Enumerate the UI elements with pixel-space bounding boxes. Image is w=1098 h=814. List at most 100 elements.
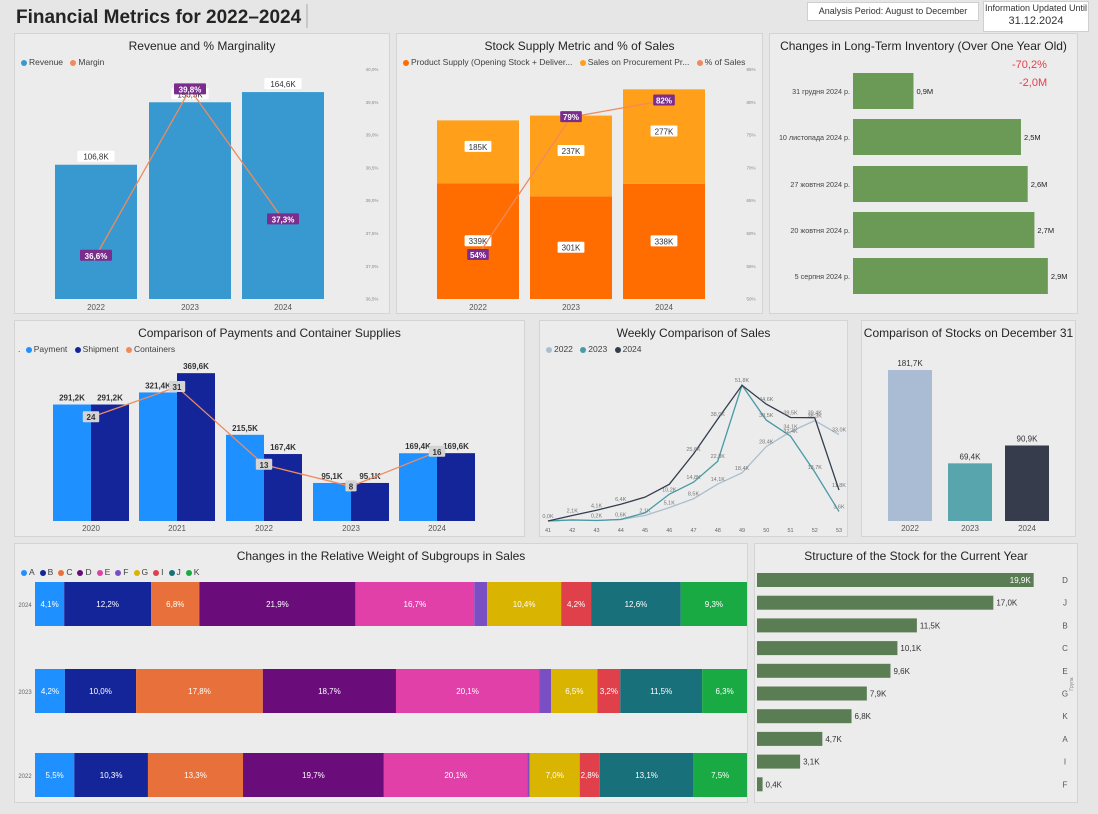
- legend-dot: [168, 569, 175, 576]
- payment-bar: [139, 392, 177, 521]
- weekly-value-label: 18,7K: [808, 465, 823, 471]
- segment-label: 9,3%: [705, 600, 723, 609]
- legend-label: Payment: [33, 344, 68, 354]
- stock-value-label: 90,9K: [1017, 434, 1039, 443]
- structure-value-label: 0,4K: [766, 780, 783, 789]
- weekly-value-label: 34,1K: [783, 425, 798, 431]
- payment-value-label-bg: [139, 379, 177, 391]
- legend-label: Containers: [133, 344, 176, 354]
- segment-J: [620, 669, 703, 713]
- y2-tick-label: 50%: [746, 297, 755, 302]
- structure-value-label: 4,7K: [825, 735, 842, 744]
- revenue-value-label-bg: [77, 150, 115, 162]
- legend-label: Product Supply (Opening Stock + Deliver.…: [411, 57, 573, 67]
- segment-label: 10,4%: [513, 600, 536, 609]
- updated-box: Information Updated Until 31.12.2024: [983, 1, 1089, 32]
- stock-supply-panel: Stock Supply Metric and % of Sales Produ…: [396, 33, 763, 314]
- x-tick-label: 2022: [87, 303, 105, 312]
- weekly-value-label: 5,1K: [664, 501, 676, 507]
- y2-tick-label: 39,0%: [366, 133, 379, 138]
- legend-label: 2023: [588, 344, 608, 354]
- segment-A: [35, 753, 75, 797]
- containers-value-label: 8: [349, 482, 354, 491]
- legend-label: F: [123, 567, 129, 577]
- x-tick-label: 2023: [342, 524, 360, 533]
- shipment-value-label-bg: [177, 360, 215, 372]
- revenue-panel: Revenue and % Marginality Revenue Margin…: [14, 33, 390, 314]
- legend-dot: [115, 569, 122, 576]
- weekly-legend: 2022 2023 2024: [543, 344, 644, 354]
- y2-tick-label: 37,0%: [366, 264, 379, 269]
- containers-value-label: 13: [260, 461, 269, 470]
- weekly-value-label: 38,3K: [808, 414, 823, 420]
- segment-label: 17,8%: [188, 687, 211, 696]
- structure-value-label: 7,9K: [870, 690, 887, 699]
- structure-bar: [757, 641, 898, 656]
- x-tick-label: 2022: [469, 303, 487, 312]
- y2-tick-label: 75%: [746, 133, 755, 138]
- weekly-value-label: 0,2K: [591, 513, 603, 519]
- stock-bar: [888, 370, 932, 521]
- payment-value-label: 95,1K: [321, 472, 343, 481]
- stock-bar: [948, 463, 992, 521]
- stock-value-label: 181,7K: [897, 359, 923, 368]
- y2-tick-label: 39,5%: [366, 100, 379, 105]
- containers-value-label-bg: [82, 411, 100, 423]
- payments-legend: . Payment Shipment Containers: [18, 344, 177, 354]
- supply-bottom-label: 338K: [655, 237, 674, 246]
- x-tick-label: 50: [763, 528, 769, 534]
- payments-chart: 291,2K 291,2K 2020 321,4K 369,6K 2021 215,5K 16…: [53, 360, 475, 533]
- supply-bottom-label-bg: [557, 241, 585, 253]
- segment-label: 4,2%: [41, 687, 59, 696]
- legend-marker: .: [18, 344, 21, 354]
- payment-value-label: 291,2K: [59, 394, 85, 403]
- title-divider: [306, 4, 308, 28]
- legend-dot: [25, 346, 32, 353]
- segment-J: [591, 582, 681, 626]
- containers-value-label-bg: [168, 380, 186, 392]
- y2-tick-label: 80%: [746, 100, 755, 105]
- revenue-value-label: 156,5K: [177, 90, 203, 99]
- segment-label: 13,3%: [184, 771, 207, 780]
- shipment-bar: [437, 453, 475, 521]
- segment-label: 12,2%: [96, 600, 119, 609]
- percent-sales-label: 79%: [563, 113, 579, 122]
- legend-dot: [77, 569, 84, 576]
- segment-K: [680, 582, 747, 626]
- page-title: Financial Metrics for 2022–2024: [16, 7, 302, 28]
- x-tick-label: 43: [593, 528, 599, 534]
- x-tick-label: 49: [739, 528, 745, 534]
- inventory-value-label: 2,9M: [1051, 272, 1068, 281]
- legend-dot: [125, 346, 132, 353]
- structure-bar: [757, 573, 1034, 587]
- legend-label: Margin: [78, 57, 105, 67]
- weekly-panel: Weekly Comparison of Sales 2022 2023 202…: [539, 320, 848, 537]
- structure-value-label: 9,6K: [893, 667, 910, 676]
- weekly-value-label: 18,4K: [735, 466, 750, 472]
- stocks-chart: 181,7K 2022 69,4K 2023 90,9K 2024: [888, 359, 1049, 533]
- segment-K: [702, 669, 747, 713]
- segment-G: [529, 753, 580, 797]
- y-tick-label: 2024: [18, 603, 32, 609]
- legend-dot: [580, 346, 587, 353]
- supply-bottom-label-bg: [650, 235, 678, 247]
- segment-label: 10,0%: [89, 687, 112, 696]
- segment-label: 10,3%: [100, 771, 123, 780]
- margin-value-label-bg: [80, 249, 112, 261]
- revenue-bar: [149, 102, 231, 299]
- segment-label: 7,5%: [711, 771, 729, 780]
- segment-E: [395, 669, 540, 713]
- segment-G: [487, 582, 562, 626]
- structure-category-label: D: [1062, 576, 1068, 585]
- segment-label: 19,7%: [302, 771, 325, 780]
- legend-label: E: [104, 567, 111, 577]
- subgroups-panel: Changes in the Relative Weight of Subgro…: [14, 543, 748, 803]
- legend-dot: [403, 59, 409, 66]
- weekly-value-label: 14,1K: [711, 477, 726, 483]
- weekly-value-label: 28,4K: [759, 440, 774, 446]
- payment-value-label-bg: [53, 391, 91, 403]
- x-tick-label: 53: [836, 528, 842, 534]
- weekly-value-label: 11,8K: [832, 483, 846, 489]
- margin-value-label: 36,6%: [85, 252, 108, 261]
- shipment-bar: [91, 404, 129, 521]
